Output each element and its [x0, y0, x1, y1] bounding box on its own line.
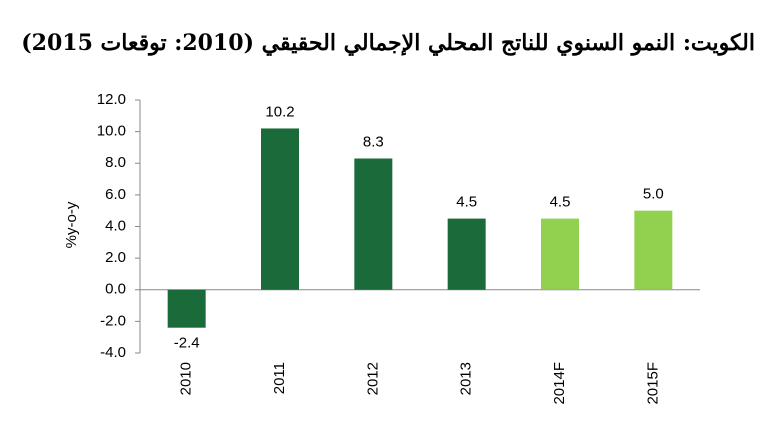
value-label: 10.2: [265, 103, 294, 120]
y-tick-label: 8.0: [105, 154, 126, 171]
y-axis-label: %y-o-y: [63, 201, 80, 248]
y-tick-label: 12.0: [97, 91, 126, 108]
y-tick-label: 6.0: [105, 186, 126, 203]
bar: [354, 158, 393, 290]
x-tick-label: 2011: [271, 362, 288, 394]
value-label: 4.5: [456, 194, 477, 211]
y-tick-label: -2.0: [100, 312, 126, 329]
x-tick-label: 2010: [178, 362, 195, 395]
x-tick-label: 2013: [458, 362, 475, 395]
value-label: 8.3: [363, 133, 384, 150]
bar: [447, 218, 486, 290]
y-tick-label: 4.0: [105, 217, 126, 234]
bar: [541, 218, 579, 290]
chart-title: الكويت: النمو السنوي للناتج المحلي الإجم…: [21, 30, 755, 57]
value-label: 4.5: [550, 194, 571, 211]
value-label: 5.0: [643, 186, 664, 203]
x-tick-label: 2012: [364, 362, 381, 395]
bar: [634, 210, 673, 290]
bar: [167, 289, 206, 328]
x-tick-label: 2014F: [551, 362, 568, 405]
value-label: -2.4: [174, 335, 200, 352]
y-tick-label: 0.0: [105, 281, 126, 298]
y-tick-label: -4.0: [100, 344, 126, 361]
bar: [261, 128, 299, 290]
x-tick-label: 2015F: [644, 362, 661, 405]
y-tick-label: 2.0: [105, 249, 126, 266]
y-tick-label: 10.0: [97, 123, 126, 140]
